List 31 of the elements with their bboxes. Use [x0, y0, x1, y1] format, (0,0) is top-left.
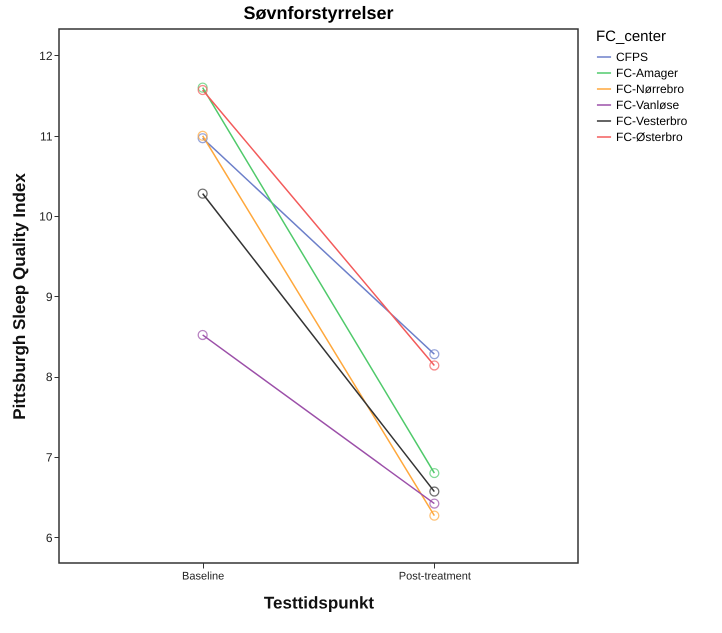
- y-tick-label: 6: [46, 530, 53, 545]
- point: [429, 498, 440, 509]
- point: [198, 133, 208, 144]
- point: [429, 510, 440, 521]
- point: [429, 486, 440, 497]
- legend-title: FC_center: [596, 28, 666, 45]
- y-tick-label: 8: [46, 370, 53, 384]
- x-tick-label: Post-treatment: [398, 570, 471, 582]
- y-tick-label: 11: [40, 129, 53, 144]
- point: [429, 360, 440, 371]
- y-tick-label: 12: [39, 49, 53, 63]
- chart-title: Søvnforstyrrelser: [243, 3, 394, 23]
- point: [198, 330, 208, 340]
- point: [429, 468, 440, 478]
- y-tick-label: 9: [46, 290, 53, 304]
- legend-label: FC-Amager: [616, 66, 678, 80]
- legend-label: FC-Østerbro: [616, 130, 683, 144]
- point: [198, 188, 208, 199]
- y-tick-label: 7: [46, 450, 53, 465]
- point: [429, 349, 440, 360]
- point: [198, 84, 208, 96]
- point: [198, 130, 208, 141]
- x-tick-label: Baseline: [182, 570, 224, 582]
- x-axis-title: Testtidspunkt: [264, 594, 374, 612]
- legend-label: CFPS: [616, 50, 648, 64]
- legend-label: FC-Vesterbro: [616, 114, 688, 128]
- y-tick-label: 10: [39, 210, 53, 224]
- legend-label: FC-Vanløse: [616, 98, 680, 112]
- point: [198, 82, 208, 93]
- legend-label: FC-Nørrebro: [616, 82, 684, 96]
- y-axis-title: Pittsburgh Sleep Quality Index: [10, 172, 30, 420]
